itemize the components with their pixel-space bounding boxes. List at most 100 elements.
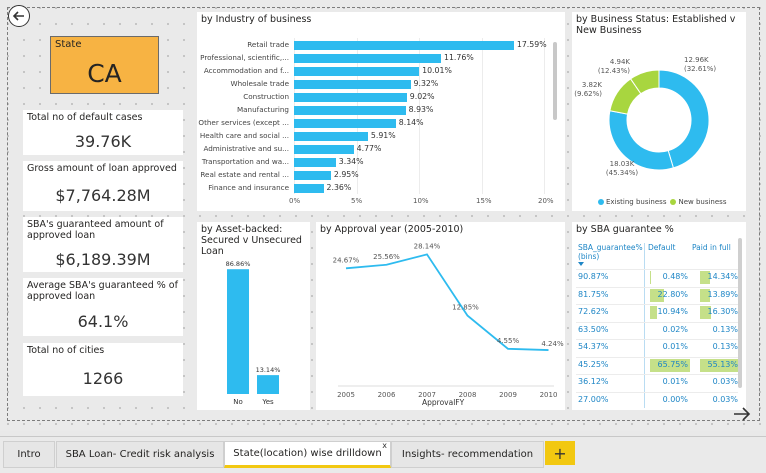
industry-value-label: 8.14%	[398, 118, 424, 127]
table-row[interactable]: 27.00% 0.00% 0.03%	[576, 391, 738, 407]
table-cell-bin: 36.12%	[578, 377, 609, 386]
next-button[interactable]	[731, 403, 753, 425]
table-row[interactable]: 36.12% 0.01% 0.03%	[576, 374, 738, 389]
table-row[interactable]: 45.25% 65.75% 55.13%	[576, 356, 738, 372]
table-scrollbar[interactable]	[738, 238, 742, 388]
table-cell-paid: 0.03%	[712, 377, 738, 386]
kpi-gross-amount[interactable]: Gross amount of loan approved $7,764.28M	[23, 161, 183, 211]
table-cell-paid: 14.34%	[707, 272, 738, 281]
donut-percent-label: (9.62%)	[574, 90, 602, 98]
legend-dot-new	[670, 199, 677, 205]
tab-label: Intro	[17, 449, 41, 460]
industry-category-label: Administrative and su...	[203, 144, 289, 153]
table-row[interactable]: 72.62% 10.94% 16.30%	[576, 304, 738, 319]
tab-intro[interactable]: Intro	[3, 441, 55, 468]
table-cell-default: 22.80%	[657, 289, 688, 299]
industry-scrollbar[interactable]	[553, 42, 557, 120]
paid-data-bar	[700, 271, 710, 284]
industry-bar[interactable]	[294, 80, 411, 89]
guarantee-table-panel[interactable]: by SBA guarantee % SBA_guarantee% (bins)…	[572, 222, 746, 410]
table-row[interactable]: 54.37% 0.01% 0.13%	[576, 339, 738, 354]
status-chart-title: by Business Status: Established v New Bu…	[576, 14, 736, 36]
kpi-default-cases[interactable]: Total no of default cases 39.76K	[23, 110, 183, 155]
add-page-button[interactable]: +	[545, 441, 575, 465]
tab-label: SBA Loan- Credit risk analysis	[65, 449, 215, 460]
asset-category-label: No	[233, 398, 243, 406]
status-donut: 12.96K(32.61%) 18.03K(45.34%) 4.94K(12.43%…	[574, 56, 716, 177]
tab-close-icon[interactable]: x	[382, 441, 387, 450]
industry-category-label: Retail trade	[247, 40, 289, 49]
paid-data-bar	[700, 358, 738, 372]
asset-bar	[257, 375, 279, 394]
status-chart-panel[interactable]: by Business Status: Established v New Bu…	[572, 12, 746, 211]
industry-value-label: 2.95%	[333, 170, 359, 179]
table-row[interactable]: 90.87% 0.48% 14.34%	[576, 269, 738, 284]
tab-state-drilldown[interactable]: State(location) wise drilldown x	[224, 441, 391, 468]
donut-percent-label: (12.43%)	[598, 67, 630, 75]
kpi-label: Average SBA's guaranteed % of approved l…	[27, 280, 178, 302]
industry-gridline	[294, 38, 295, 194]
industry-value-label: 3.34%	[338, 157, 364, 166]
kpi-value: $7,764.28M	[55, 186, 151, 205]
industry-value-label: 17.59%	[516, 40, 547, 49]
industry-value-label: 9.02%	[409, 92, 435, 101]
table-cell-paid: 0.13%	[712, 324, 738, 334]
col-header-bins[interactable]: SBA_guarantee% (bins)	[578, 243, 643, 261]
table-cell-bin: 72.62%	[578, 307, 609, 316]
industry-value-label: 4.77%	[356, 144, 382, 153]
approval-point-label: 4.55%	[497, 337, 520, 345]
tab-insights[interactable]: Insights- recommendation	[391, 441, 544, 468]
kpi-sba-guaranteed-amount[interactable]: SBA's guaranteed amount of approved loan…	[23, 217, 183, 272]
industry-bar[interactable]	[294, 41, 514, 50]
industry-bar[interactable]	[294, 67, 420, 76]
donut-percent-label: (45.34%)	[606, 169, 638, 177]
sort-down-icon[interactable]	[578, 262, 584, 267]
table-row[interactable]: 81.75% 22.80% 13.89%	[576, 286, 738, 302]
table-row[interactable]: 63.50% 0.02% 0.13%	[576, 321, 738, 337]
kpi-label: Total no of cities	[27, 345, 105, 356]
industry-chart-panel[interactable]: by Industry of business Retail trade 17.5…	[197, 12, 565, 211]
approval-point-label: 28.14%	[414, 242, 441, 250]
approval-point-label: 25.56%	[373, 253, 400, 261]
default-data-bar	[650, 358, 690, 372]
industry-bar[interactable]	[294, 106, 406, 115]
col-header-paid[interactable]: Paid in full	[692, 243, 731, 252]
state-card[interactable]: State CA	[50, 36, 159, 94]
approval-point-label: 24.67%	[333, 256, 360, 264]
table-cell-default: 0.02%	[662, 324, 688, 334]
paid-data-bar	[700, 306, 712, 319]
industry-value-label: 2.36%	[326, 183, 352, 192]
industry-tick: 5%	[351, 197, 363, 205]
donut-slice	[658, 69, 710, 169]
kpi-total-cities[interactable]: Total no of cities 1266	[23, 343, 183, 396]
industry-bar[interactable]	[294, 93, 407, 102]
kpi-value: 39.76K	[74, 132, 132, 151]
industry-bar[interactable]	[294, 184, 324, 193]
industry-bar[interactable]	[294, 54, 441, 63]
industry-bar[interactable]	[294, 132, 368, 141]
industry-tick: 10%	[413, 197, 429, 205]
donut-value-label: 3.82K	[582, 81, 603, 89]
col-header-default[interactable]: Default	[648, 243, 676, 252]
plus-icon: +	[553, 443, 567, 463]
industry-bar[interactable]	[294, 158, 336, 167]
industry-gridline	[481, 38, 483, 194]
table-cell-paid: 0.03%	[712, 394, 738, 404]
asset-chart-panel[interactable]: by Asset-backed: Secured v Unsecured Loa…	[197, 222, 310, 410]
asset-chart-title: by Asset-backed: Secured v Unsecured Loa…	[201, 224, 302, 257]
kpi-average-guarantee[interactable]: Average SBA's guaranteed % of approved l…	[23, 278, 183, 336]
approval-xtick: 2007	[418, 391, 436, 399]
approval-chart-title: by Approval year (2005-2010)	[320, 224, 464, 235]
industry-bar[interactable]	[294, 119, 396, 128]
industry-category-label: Professional, scientific,...	[200, 53, 289, 62]
tab-credit-risk-analysis[interactable]: SBA Loan- Credit risk analysis	[56, 441, 224, 468]
approval-chart-panel[interactable]: by Approval year (2005-2010) 24.67% 2005 2…	[316, 222, 565, 410]
legend-dot-existing	[598, 199, 604, 205]
back-button[interactable]	[8, 5, 30, 27]
industry-gridline	[419, 38, 420, 194]
industry-bar[interactable]	[294, 145, 354, 154]
industry-bar[interactable]	[294, 171, 331, 180]
asset-value-label: 86.86%	[226, 260, 251, 268]
kpi-label: SBA's guaranteed amount of approved loan	[27, 219, 164, 241]
table-cell-default: 0.00%	[662, 394, 688, 404]
